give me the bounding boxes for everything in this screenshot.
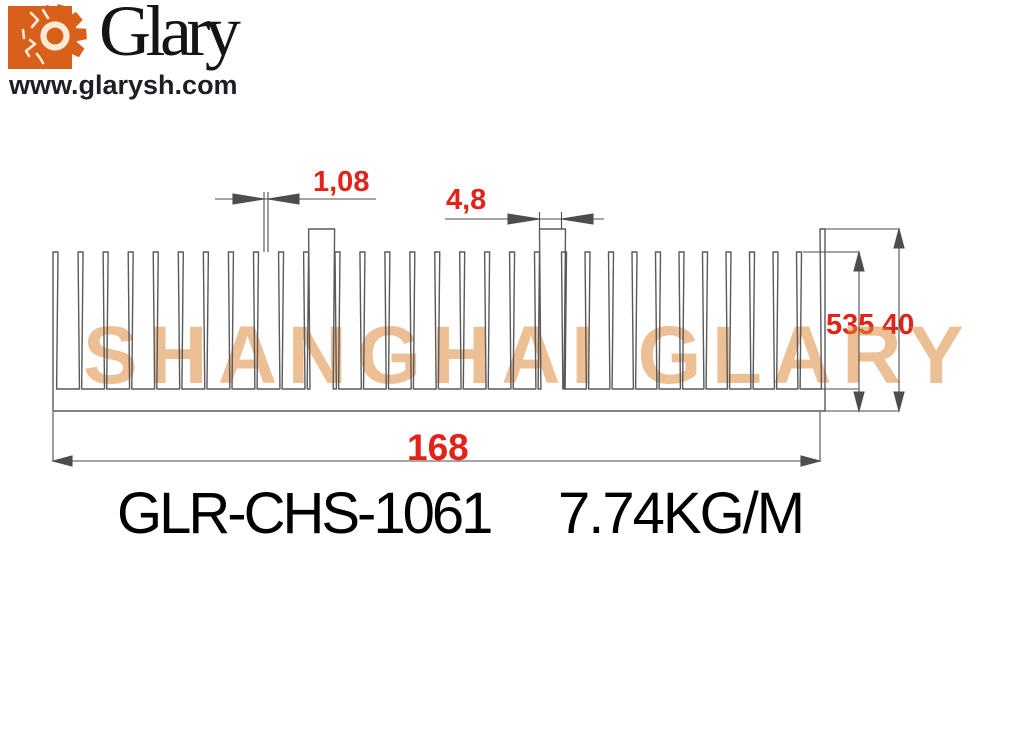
svg-text:SHANGHAI GLARY: SHANGHAI GLARY xyxy=(83,310,974,401)
